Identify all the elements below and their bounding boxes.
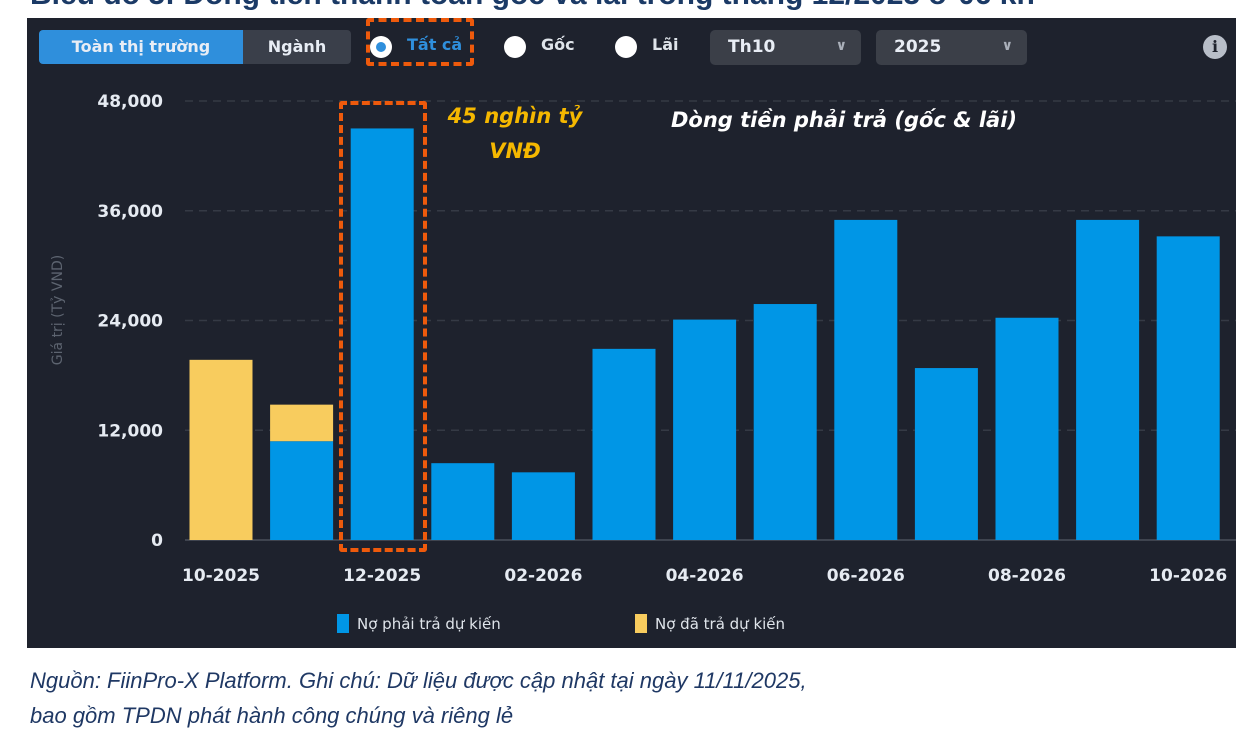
highlight-value: 45 nghìn tỷ <box>447 104 584 128</box>
info-icon[interactable]: i <box>1203 35 1227 59</box>
bar-12-2025-s0 <box>350 128 414 540</box>
x-tick-label: 06-2026 <box>827 566 905 586</box>
x-tick-label: 12-2025 <box>343 566 421 586</box>
radio-all-label[interactable]: Tất cả <box>407 35 463 54</box>
x-tick-label: 10-2026 <box>1149 566 1227 586</box>
bar-11-2025-s0 <box>270 441 334 540</box>
chevron-down-icon: ∨ <box>1001 38 1013 54</box>
radio-interest[interactable] <box>615 36 637 58</box>
highlight-box-dec-2025 <box>339 101 427 552</box>
tab-sector[interactable]: Ngành <box>243 30 351 64</box>
bar-10-2025-s1 <box>189 359 253 540</box>
radio-all[interactable] <box>370 36 392 58</box>
source-note: Nguồn: FiinPro-X Platform. Ghi chú: Dữ l… <box>30 668 807 693</box>
x-tick-label: 04-2026 <box>666 566 744 586</box>
bar-03-2026-s0 <box>592 348 656 540</box>
chart-panel: Toàn thị trường Ngành Tất cả Gốc Lãi Th1… <box>27 18 1236 648</box>
legend-swatch <box>337 614 349 633</box>
series-caption: Dòng tiền phải trả (gốc & lãi) <box>671 108 1017 132</box>
bar-08-2026-s0 <box>995 317 1059 540</box>
source-note-2: bao gồm TPDN phát hành công chúng và riê… <box>30 703 514 728</box>
bar-04-2026-s0 <box>673 319 737 540</box>
legend-label: Nợ đã trả dự kiến <box>655 615 785 633</box>
bar-07-2026-s0 <box>914 368 978 540</box>
highlight-box-all-radio <box>366 18 474 66</box>
legend-swatch <box>635 614 647 633</box>
month-select[interactable]: Th10 ∨ <box>710 30 861 65</box>
bar-09-2026-s0 <box>1076 219 1140 541</box>
x-tick-label: 10-2025 <box>182 566 260 586</box>
chevron-down-icon: ∨ <box>835 38 847 54</box>
x-tick-label: 02-2026 <box>504 566 582 586</box>
radio-principal-label[interactable]: Gốc <box>541 35 575 54</box>
bar-06-2026-s0 <box>834 219 898 541</box>
legend-label: Nợ phải trả dự kiến <box>357 615 501 633</box>
figure-title: Biểu đồ 5: Dòng tiền thanh toán gốc và l… <box>30 0 1035 12</box>
year-select[interactable]: 2025 ∨ <box>876 30 1027 65</box>
bar-10-2026-s0 <box>1156 236 1220 540</box>
highlight-unit: VNĐ <box>489 139 541 163</box>
y-tick-label: 24,000 <box>97 312 163 332</box>
bar-01-2026-s0 <box>431 463 495 540</box>
x-tick-label: 08-2026 <box>988 566 1066 586</box>
month-value: Th10 <box>728 37 776 57</box>
y-axis-label: Giá trị (Tỷ VND) <box>50 255 66 365</box>
bar-02-2026-s0 <box>511 472 575 540</box>
bar-chart: Giá trị (Tỷ VND) 0 12,000 24,000 36,000 48,0… <box>50 92 1236 633</box>
year-value: 2025 <box>894 37 942 57</box>
tab-market[interactable]: Toàn thị trường <box>39 30 243 64</box>
y-tick-label: 36,000 <box>97 202 163 222</box>
y-tick-label: 48,000 <box>97 92 163 112</box>
y-tick-label: 0 <box>151 531 163 551</box>
y-tick-label: 12,000 <box>97 421 163 441</box>
radio-principal[interactable] <box>504 36 526 58</box>
bar-05-2026-s0 <box>753 304 817 540</box>
bar-11-2025-s1 <box>270 404 334 442</box>
radio-interest-label[interactable]: Lãi <box>652 35 679 54</box>
